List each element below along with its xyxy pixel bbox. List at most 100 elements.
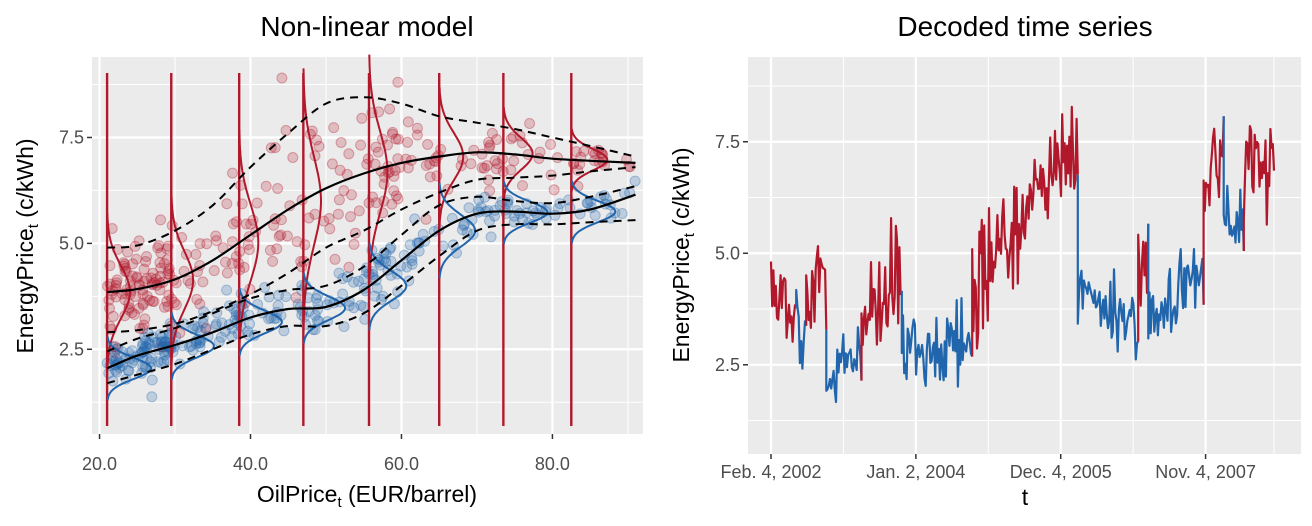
- scatter-point: [189, 320, 201, 332]
- right-xtick-label: Jan. 2, 2004: [866, 462, 965, 482]
- scatter-point: [326, 158, 338, 170]
- scatter-point: [155, 336, 167, 348]
- scatter-point: [324, 223, 336, 235]
- left-ytick-label: 5.0: [59, 233, 84, 253]
- scatter-point: [388, 170, 400, 182]
- scatter-point: [578, 145, 590, 157]
- scatter-point: [402, 116, 414, 128]
- scatter-point: [348, 238, 360, 250]
- scatter-point: [343, 261, 355, 273]
- high-state-segment: [1137, 223, 1150, 342]
- scatter-point: [338, 185, 350, 197]
- scatter-point: [481, 160, 493, 172]
- scatter-point: [517, 180, 528, 192]
- scatter-point: [150, 273, 162, 285]
- scatter-point: [144, 339, 156, 351]
- scatter-point: [385, 255, 397, 267]
- scatter-point: [194, 238, 206, 250]
- scatter-point: [420, 213, 432, 225]
- low-state-segment: [900, 290, 974, 388]
- scatter-point: [378, 247, 390, 259]
- scatter-point: [280, 291, 292, 303]
- scatter-point: [524, 118, 536, 129]
- scatter-point: [192, 322, 204, 333]
- scatter-point: [187, 344, 199, 356]
- scatter-point: [137, 288, 149, 300]
- scatter-point: [372, 146, 384, 158]
- scatter-point: [353, 275, 364, 287]
- left-xtick-label: 80.0: [535, 454, 570, 474]
- scatter-point: [417, 228, 429, 240]
- scatter-point: [386, 128, 398, 140]
- scatter-point: [131, 271, 143, 283]
- scatter-point: [154, 270, 166, 282]
- scatter-point: [422, 139, 434, 150]
- right-axis-ticks: Feb. 4, 2002 Jan. 2, 2004 Dec. 4, 2005 N…: [715, 132, 1256, 482]
- scatter-point: [424, 158, 436, 170]
- scatter-point: [356, 112, 368, 124]
- high-state-segment: [860, 217, 903, 381]
- left-chart: Non-linear model 20.0 40.0 60.0 80.0 2.5…: [12, 11, 643, 511]
- scatter-point: [384, 103, 396, 115]
- left-ytick-label: 2.5: [59, 339, 84, 359]
- left-xtick-label: 20.0: [82, 454, 117, 474]
- scatter-point: [458, 218, 470, 230]
- scatter-point: [375, 294, 387, 305]
- scatter-point: [146, 352, 158, 364]
- scatter-point: [110, 277, 122, 289]
- right-panel: Decoded time series Feb. 4, 2002 Jan. 2,…: [656, 0, 1312, 526]
- high-state-segment: [1242, 125, 1276, 251]
- scatter-point: [311, 134, 322, 146]
- scatter-point: [581, 197, 593, 209]
- left-fit-curves: [106, 96, 636, 385]
- scatter-point: [126, 345, 138, 357]
- scatter-point: [137, 297, 149, 309]
- left-y-axis-label: EnergyPricet (c/kWh): [12, 138, 42, 353]
- scatter-point: [139, 313, 151, 325]
- scatter-point: [491, 163, 502, 175]
- scatter-point: [369, 158, 381, 170]
- scatter-point: [402, 162, 414, 174]
- scatter-point: [386, 198, 398, 210]
- scatter-point: [141, 251, 152, 262]
- scatter-point: [170, 299, 182, 311]
- scatter-point: [545, 138, 556, 150]
- scatter-point: [141, 273, 153, 285]
- left-xtick-label: 60.0: [384, 454, 419, 474]
- right-y-axis-label: EnergyPricet (c/kWh): [668, 147, 698, 362]
- left-panel: Non-linear model 20.0 40.0 60.0 80.0 2.5…: [12, 11, 643, 511]
- scatter-point: [420, 160, 432, 171]
- scatter-point: [402, 136, 413, 148]
- scatter-point: [335, 137, 347, 148]
- scatter-point: [191, 293, 203, 305]
- scatter-point: [323, 213, 335, 224]
- scatter-point: [130, 291, 141, 302]
- scatter-point: [411, 122, 423, 134]
- scatter-point: [458, 220, 470, 231]
- scatter-point: [424, 171, 436, 183]
- scatter-point: [290, 292, 302, 303]
- scatter-point: [147, 295, 159, 307]
- scatter-point: [138, 319, 150, 331]
- scatter-point: [184, 341, 195, 353]
- scatter-point: [226, 257, 238, 269]
- right-x-axis-label: t: [1022, 484, 1029, 510]
- scatter-point: [370, 141, 382, 153]
- scatter-point: [242, 239, 254, 251]
- scatter-point: [220, 256, 231, 268]
- scatter-point: [333, 194, 345, 206]
- scatter-point: [392, 133, 404, 145]
- scatter-point: [154, 257, 166, 269]
- low-lower-band: [106, 219, 636, 385]
- scatter-point: [411, 129, 423, 141]
- right-chart-title: Decoded time series: [897, 11, 1152, 42]
- scatter-point: [136, 340, 148, 352]
- scatter-point: [484, 139, 496, 151]
- high-state-segment: [805, 245, 828, 330]
- scatter-point: [507, 131, 519, 143]
- scatter-point: [468, 144, 480, 156]
- scatter-point: [208, 265, 220, 277]
- scatter-point: [332, 208, 344, 220]
- scatter-point: [200, 322, 212, 334]
- scatter-point: [227, 167, 238, 179]
